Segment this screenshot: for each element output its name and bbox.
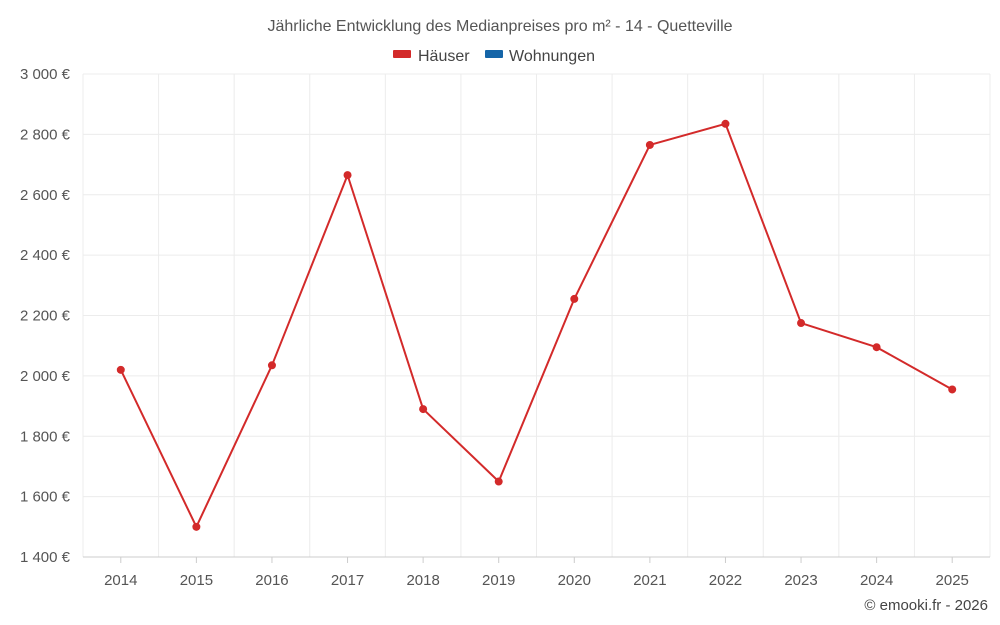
data-point-houses[interactable] — [192, 522, 201, 531]
legend-label-houses: Häuser — [418, 48, 470, 65]
y-tick-label: 2 400 € — [20, 247, 71, 264]
x-tick-label: 2025 — [936, 572, 969, 589]
x-tick-label: 2016 — [255, 572, 288, 589]
x-axis-ticks: 2014 2015 2016 2017 2018 2019 2020 2021 2022 2023… — [104, 557, 969, 589]
legend-item-houses[interactable]: Häuser — [393, 48, 470, 65]
y-tick-label: 1 400 € — [20, 549, 71, 566]
y-tick-label: 2 600 € — [20, 187, 71, 204]
data-point-houses[interactable] — [419, 405, 428, 414]
data-point-houses[interactable] — [267, 361, 276, 370]
x-tick-label: 2021 — [633, 572, 666, 589]
y-tick-label: 2 200 € — [20, 308, 71, 325]
y-tick-label: 1 800 € — [20, 428, 71, 445]
chart-title: Jährliche Entwicklung des Medianpreises … — [267, 18, 732, 35]
data-point-houses[interactable] — [494, 477, 503, 486]
x-tick-label: 2019 — [482, 572, 515, 589]
legend-swatch-apartments — [485, 50, 503, 58]
legend-label-apartments: Wohnungen — [509, 48, 595, 65]
legend: Häuser Wohnungen — [393, 48, 595, 65]
credit-text: © emooki.fr - 2026 — [864, 597, 988, 614]
series-houses — [116, 119, 957, 531]
y-tick-label: 1 600 € — [20, 489, 71, 506]
x-tick-label: 2024 — [860, 572, 893, 589]
y-tick-label: 2 800 € — [20, 126, 71, 143]
data-point-houses[interactable] — [645, 140, 654, 149]
data-point-houses[interactable] — [116, 365, 125, 374]
data-point-houses[interactable] — [797, 319, 806, 328]
x-tick-label: 2017 — [331, 572, 364, 589]
x-tick-label: 2022 — [709, 572, 742, 589]
y-tick-label: 3 000 € — [20, 66, 71, 83]
series-line-houses — [119, 122, 953, 528]
x-tick-label: 2020 — [558, 572, 591, 589]
data-point-houses[interactable] — [570, 294, 579, 303]
data-point-houses[interactable] — [343, 171, 352, 180]
x-tick-label: 2023 — [784, 572, 817, 589]
legend-swatch-houses — [393, 50, 411, 58]
x-gridlines — [82, 74, 991, 557]
data-point-houses[interactable] — [948, 385, 957, 394]
x-tick-label: 2015 — [180, 572, 213, 589]
y-axis-ticks: 1 400 € 1 600 € 1 800 € 2 000 € 2 200 € 2 400… — [20, 66, 71, 566]
legend-item-apartments[interactable]: Wohnungen — [485, 48, 595, 65]
y-tick-label: 2 000 € — [20, 368, 71, 385]
series-layer — [116, 119, 957, 531]
x-tick-label: 2018 — [406, 572, 439, 589]
x-tick-label: 2014 — [104, 572, 137, 589]
data-point-houses[interactable] — [721, 119, 730, 128]
data-point-houses[interactable] — [872, 343, 881, 352]
